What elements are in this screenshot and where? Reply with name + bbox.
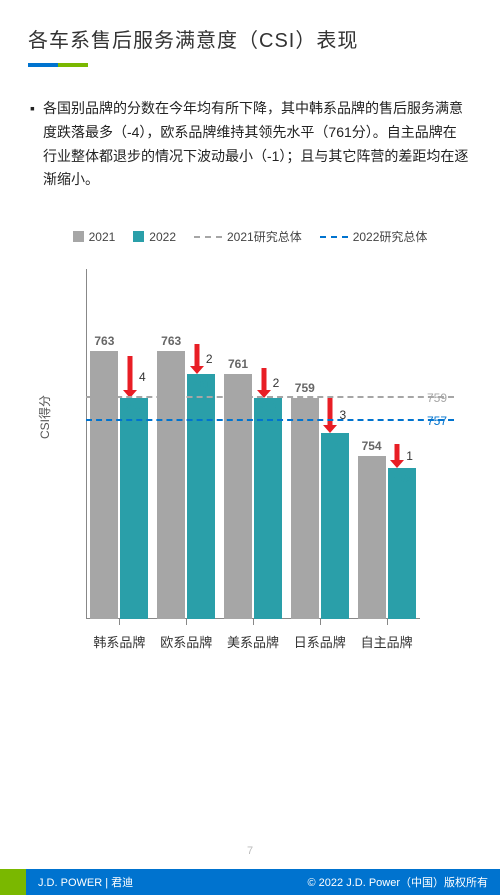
x-axis-labels: 韩系品牌欧系品牌美系品牌日系品牌自主品牌	[86, 632, 420, 651]
legend-reflabel-2022: 2022研究总体	[353, 228, 428, 245]
legend-ref-2021: 2021研究总体	[194, 228, 302, 245]
chart-legend: 2021 2022 2021研究总体 2022研究总体	[30, 228, 470, 245]
bar-2021: 763	[90, 351, 118, 619]
bar-2021: 761	[224, 374, 252, 619]
chart-plot-area: 76347597632761761275975937567541753 7597…	[86, 269, 420, 619]
down-arrow-icon	[257, 368, 271, 398]
page-number: 7	[0, 845, 500, 857]
underline-blue	[28, 63, 58, 67]
delta-value: 4	[139, 370, 146, 384]
bar-groups: 76347597632761761275975937567541753	[86, 269, 420, 619]
bar-value-2021: 761	[224, 357, 252, 371]
down-arrow-icon	[123, 356, 137, 398]
bar-value-2022: 756	[321, 436, 349, 450]
down-arrow-icon	[323, 397, 337, 433]
slide-title: 各车系售后服务满意度（CSI）表现	[28, 24, 472, 53]
chart-region: 2021 2022 2021研究总体 2022研究总体 CSI得分 763475…	[30, 228, 470, 668]
underline-green	[58, 63, 88, 67]
x-tick	[387, 619, 388, 625]
bar-group: 7632761	[153, 269, 220, 619]
bar-2021: 763	[157, 351, 185, 619]
delta-indicator: 3	[321, 397, 349, 433]
delta-indicator: 1	[388, 444, 416, 468]
refline-ref1	[86, 396, 454, 398]
delta-value: 2	[273, 376, 280, 390]
bar-value-2021: 763	[90, 334, 118, 348]
bar-group: 7541753	[353, 269, 420, 619]
slide-body: ▪ 各国别品牌的分数在今年均有所下降，其中韩系品牌的售后服务满意度跌落最多（-4…	[0, 79, 500, 668]
down-arrow-icon	[390, 444, 404, 468]
bar-2022: 4759	[120, 398, 148, 620]
bar-value-2022: 759	[120, 401, 148, 415]
legend-swatch-2022	[133, 231, 144, 242]
bar-value-2022: 761	[187, 377, 215, 391]
title-underline	[28, 63, 472, 67]
legend-label-2021: 2021	[89, 230, 116, 244]
footer-copyright: © 2022 J.D. Power（中国）版权所有	[308, 874, 488, 890]
bar-value-2021: 763	[157, 334, 185, 348]
legend-dash-2021	[194, 236, 222, 238]
x-axis-category: 韩系品牌	[86, 632, 153, 651]
delta-indicator: 2	[254, 368, 282, 398]
bar-value-2022: 753	[388, 471, 416, 485]
bar-value-2021: 759	[291, 381, 319, 395]
slide-footer: J.D. POWER | 君迪 © 2022 J.D. Power（中国）版权所…	[0, 869, 500, 895]
delta-indicator: 2	[187, 344, 215, 374]
refline-label-ref2: 757	[420, 414, 454, 428]
down-arrow-icon	[190, 344, 204, 374]
footer-blue-bar: J.D. POWER | 君迪 © 2022 J.D. Power（中国）版权所…	[26, 869, 500, 895]
bar-group: 7634759	[86, 269, 153, 619]
legend-swatch-2021	[73, 231, 84, 242]
x-axis-category: 欧系品牌	[153, 632, 220, 651]
bullet-text: 各国别品牌的分数在今年均有所下降，其中韩系品牌的售后服务满意度跌落最多（-4），…	[43, 97, 470, 192]
x-axis-category: 日系品牌	[286, 632, 353, 651]
footer-brand: J.D. POWER | 君迪	[38, 874, 133, 890]
x-tick	[320, 619, 321, 625]
x-axis-category: 美系品牌	[220, 632, 287, 651]
bullet-paragraph: ▪ 各国别品牌的分数在今年均有所下降，其中韩系品牌的售后服务满意度跌落最多（-4…	[30, 97, 470, 192]
bar-2022: 1753	[388, 468, 416, 620]
x-tick	[253, 619, 254, 625]
bar-group: 7593756	[286, 269, 353, 619]
delta-value: 1	[406, 449, 413, 463]
legend-label-2022: 2022	[149, 230, 176, 244]
legend-ref-2022: 2022研究总体	[320, 228, 428, 245]
bar-2022: 3756	[321, 433, 349, 620]
bar-2022: 2759	[254, 398, 282, 620]
legend-series-2022: 2022	[133, 228, 176, 245]
bar-value-2021: 754	[358, 439, 386, 453]
x-tick	[119, 619, 120, 625]
legend-series-2021: 2021	[73, 228, 116, 245]
y-axis-label: CSI得分	[36, 395, 53, 439]
legend-reflabel-2021: 2021研究总体	[227, 228, 302, 245]
footer-green-block	[0, 869, 26, 895]
bar-2022: 2761	[187, 374, 215, 619]
x-axis-category: 自主品牌	[353, 632, 420, 651]
slide-header: 各车系售后服务满意度（CSI）表现	[0, 0, 500, 79]
x-tick	[186, 619, 187, 625]
legend-dash-2022	[320, 236, 348, 238]
bar-2021: 759	[291, 398, 319, 620]
delta-value: 2	[206, 352, 213, 366]
bar-group: 7612759	[220, 269, 287, 619]
bar-2021: 754	[358, 456, 386, 619]
bar-value-2022: 759	[254, 401, 282, 415]
delta-indicator: 4	[120, 356, 148, 398]
refline-label-ref1: 759	[420, 391, 454, 405]
chart-container: CSI得分 7634759763276176127597593756754175…	[30, 259, 470, 659]
bullet-marker: ▪	[30, 97, 35, 192]
refline-ref2	[86, 419, 454, 421]
